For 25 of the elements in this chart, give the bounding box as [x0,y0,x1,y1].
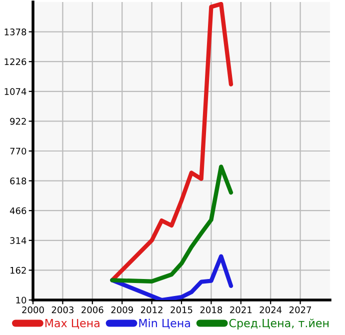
y-tick-label: 770 [10,148,26,155]
line-series [110,254,234,300]
x-tick-label: 2009 [111,306,133,314]
y-tick-label: 1074 [4,88,26,95]
y-tick-label: 10 [16,296,26,304]
y-tick-label: 922 [10,118,26,125]
x-tick-label: 2027 [289,306,312,314]
legend-label: Min Цена [139,318,190,329]
y-tick-label: 1226 [4,58,26,66]
x-tick-label: 2021 [230,306,252,314]
y-tick-label: 618 [10,178,26,184]
x-tick-label: 2015 [170,306,192,314]
y-tick-label: 314 [10,237,26,244]
x-tick-label: 2018 [200,306,222,314]
y-tick-label: 162 [10,266,26,274]
x-tick-label: 2000 [22,306,44,314]
y-tick-label: 466 [10,207,26,214]
x-tick-label: 2012 [140,306,162,314]
x-tick-label: 2006 [82,306,104,314]
line-series [110,164,234,284]
x-tick-label: 2003 [52,306,74,314]
legend-label: Max Цена [45,319,100,329]
x-tick-label: 2024 [260,306,282,314]
y-tick-label: 1378 [4,28,26,36]
legend-label: Сред.Цена, т.йен [229,318,329,330]
